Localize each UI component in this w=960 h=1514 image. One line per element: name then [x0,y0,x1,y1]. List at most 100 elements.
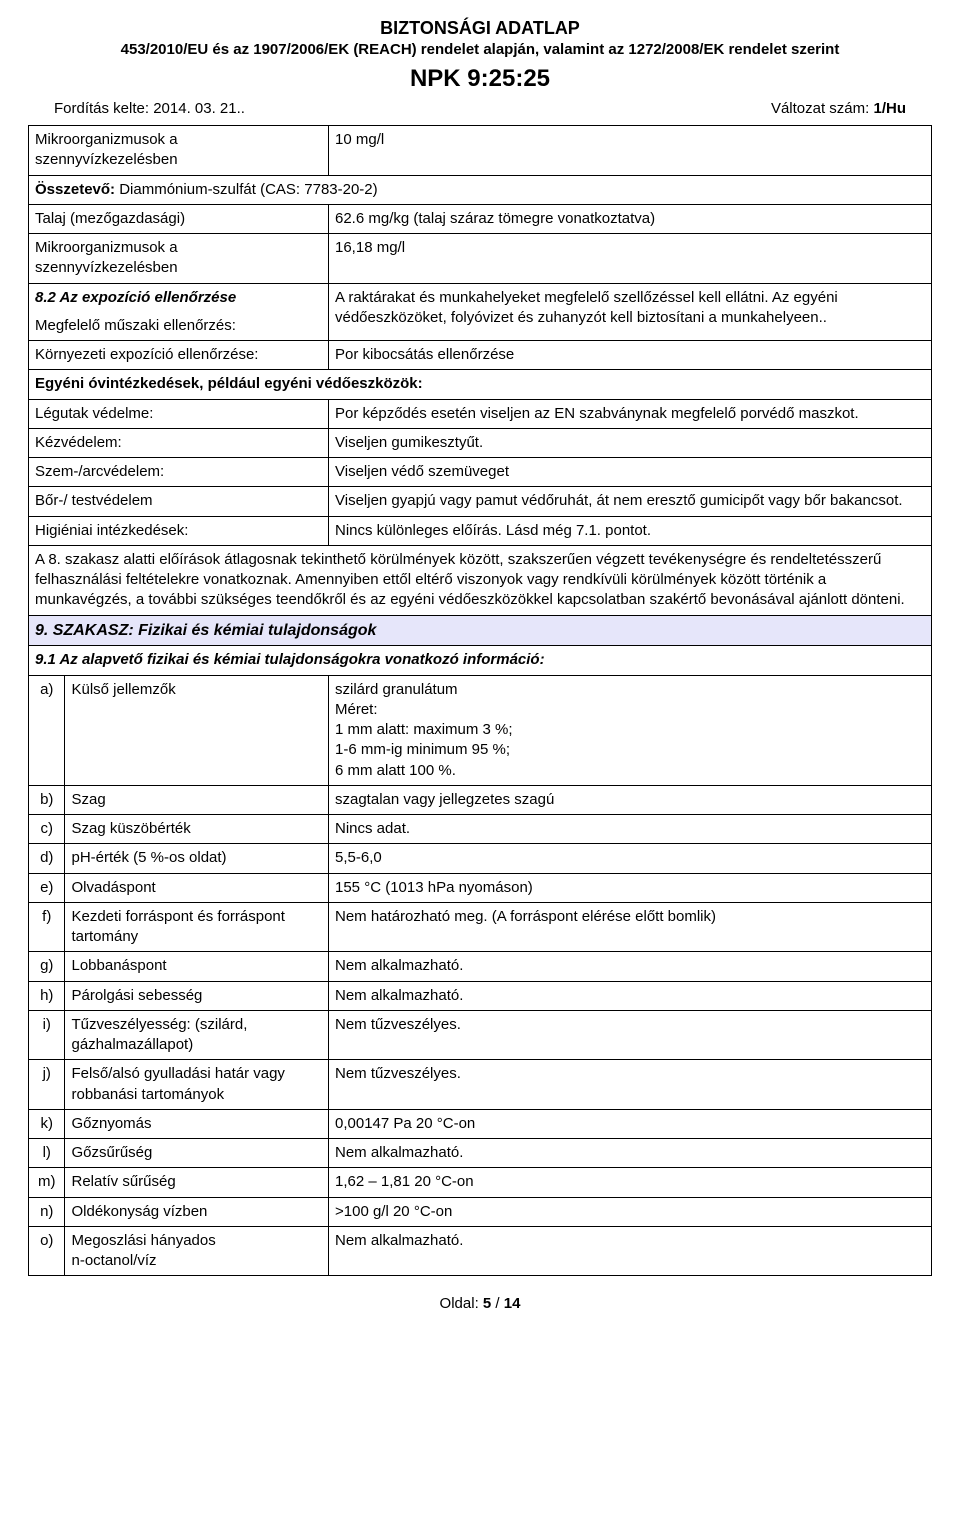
prop-label: Kezdeti forráspont és forráspont tartomá… [65,902,329,952]
section-9-title: 9. SZAKASZ: Fizikai és kémiai tulajdonsá… [29,615,932,646]
prop-key: j) [29,1060,65,1110]
prop-label: Oldékonyság vízben [65,1197,329,1226]
section-9-bar: 9. SZAKASZ: Fizikai és kémiai tulajdonsá… [29,615,932,646]
prop-label: Külső jellemzők [65,675,329,785]
cell-label: Mikroorganizmusok a szennyvízkezelésben [29,234,329,284]
prop-key: b) [29,785,65,814]
prop-key: c) [29,815,65,844]
prop-value: Nem határozható meg. (A forráspont eléré… [329,902,932,952]
cell-value: A raktárakat és munkahelyeket megfelelő … [329,283,932,341]
table-row: Mikroorganizmusok a szennyvízkezelésben … [29,234,932,284]
prop-key: l) [29,1139,65,1168]
ppe-subheading: Egyéni óvintézkedések, például egyéni vé… [29,370,932,399]
table-row: g) Lobbanáspont Nem alkalmazható. [29,952,932,981]
prop-value: 155 °C (1013 hPa nyomáson) [329,873,932,902]
table-row: Összetevő: Diammónium-szulfát (CAS: 7783… [29,175,932,204]
prop-label: pH-érték (5 %-os oldat) [65,844,329,873]
prop-label: Gőzsűrűség [65,1139,329,1168]
section-8-note: A 8. szakasz alatti előírások átlagosnak… [29,545,932,615]
table-row: Szem-/arcvédelem: Viseljen védő szemüveg… [29,458,932,487]
cell-label: Környezeti expozíció ellenőrzése: [29,341,329,370]
cell-value: Viseljen gumikesztyűt. [329,428,932,457]
prop-key: a) [29,675,65,785]
prop-value: 1,62 – 1,81 20 °C-on [329,1168,932,1197]
prop-value: Nem alkalmazható. [329,981,932,1010]
table-row: l) Gőzsűrűség Nem alkalmazható. [29,1139,932,1168]
prop-label: Olvadáspont [65,873,329,902]
doc-product: NPK 9:25:25 [28,63,932,95]
prop-key: o) [29,1226,65,1276]
section-9-1-heading: 9.1 Az alapvető fizikai és kémiai tulajd… [29,646,932,675]
prop-key: g) [29,952,65,981]
cell-value: Por kibocsátás ellenőrzése [329,341,932,370]
cell-value: Viseljen gyapjú vagy pamut védőruhát, át… [329,487,932,516]
prop-key: f) [29,902,65,952]
cell-label: Légutak védelme: [29,399,329,428]
prop-value: >100 g/l 20 °C-on [329,1197,932,1226]
cell-label: Megfelelő műszaki ellenőrzés: [29,312,329,341]
doc-title: BIZTONSÁGI ADATLAP [28,16,932,40]
table-row: Higiéniai intézkedések: Nincs különleges… [29,516,932,545]
doc-version: Változat szám: 1/Hu [771,99,906,119]
cell-label: Higiéniai intézkedések: [29,516,329,545]
doc-version-value: 1/Hu [873,100,906,117]
prop-value: szagtalan vagy jellegzetes szagú [329,785,932,814]
table-row: h) Párolgási sebesség Nem alkalmazható. [29,981,932,1010]
doc-regulation: 453/2010/EU és az 1907/2006/EK (REACH) r… [28,40,932,60]
table-row: m) Relatív sűrűség 1,62 – 1,81 20 °C-on [29,1168,932,1197]
table-row: j) Felső/alsó gyulladási határ vagy robb… [29,1060,932,1110]
table-row: 8.2 Az expozíció ellenőrzése A raktáraka… [29,283,932,312]
component-label: Összetevő: [35,181,115,198]
component-value: Diammónium-szulfát (CAS: 7783-20-2) [115,181,378,198]
prop-label: Tűzveszélyesség: (szilárd, gázhalmazálla… [65,1010,329,1060]
table-row: Környezeti expozíció ellenőrzése: Por ki… [29,341,932,370]
page-number: 5 [483,1295,491,1312]
prop-label: Gőznyomás [65,1109,329,1138]
table-row: 9.1 Az alapvető fizikai és kémiai tulajd… [29,646,932,675]
prop-value: szilárd granulátum Méret: 1 mm alatt: ma… [329,675,932,785]
prop-value: 0,00147 Pa 20 °C-on [329,1109,932,1138]
prop-value: 5,5-6,0 [329,844,932,873]
prop-label: Felső/alsó gyulladási határ vagy robbaná… [65,1060,329,1110]
cell-value: Nincs különleges előírás. Lásd még 7.1. … [329,516,932,545]
prop-value: Nincs adat. [329,815,932,844]
cell-label: Bőr-/ testvédelem [29,487,329,516]
prop-value: Nem tűzveszélyes. [329,1060,932,1110]
table-row: k) Gőznyomás 0,00147 Pa 20 °C-on [29,1109,932,1138]
main-table: Mikroorganizmusok a szennyvízkezelésben … [28,125,932,1276]
table-row: Bőr-/ testvédelem Viseljen gyapjú vagy p… [29,487,932,516]
table-row: i) Tűzveszélyesség: (szilárd, gázhalmazá… [29,1010,932,1060]
prop-value: Nem alkalmazható. [329,1226,932,1276]
section-8-2-heading-text: 8.2 Az expozíció ellenőrzése [35,289,236,306]
table-row: Légutak védelme: Por képződés esetén vis… [29,399,932,428]
table-row: b) Szag szagtalan vagy jellegzetes szagú [29,785,932,814]
cell-label: Mikroorganizmusok a szennyvízkezelésben [29,126,329,176]
prop-value: Nem tűzveszélyes. [329,1010,932,1060]
prop-key: n) [29,1197,65,1226]
cell-value: 62.6 mg/kg (talaj száraz tömegre vonatko… [329,204,932,233]
table-row: Egyéni óvintézkedések, például egyéni vé… [29,370,932,399]
cell-label: Talaj (mezőgazdasági) [29,204,329,233]
doc-header: BIZTONSÁGI ADATLAP 453/2010/EU és az 190… [28,16,932,95]
prop-value: Nem alkalmazható. [329,1139,932,1168]
prop-key: h) [29,981,65,1010]
prop-label: Párolgási sebesség [65,981,329,1010]
prop-label: Megoszlási hányados n-octanol/víz [65,1226,329,1276]
table-row: d) pH-érték (5 %-os oldat) 5,5-6,0 [29,844,932,873]
table-row: f) Kezdeti forráspont és forráspont tart… [29,902,932,952]
cell-value: 10 mg/l [329,126,932,176]
section-8-2-heading: 8.2 Az expozíció ellenőrzése [29,283,329,312]
prop-key: d) [29,844,65,873]
prop-label: Relatív sűrűség [65,1168,329,1197]
cell-label: Szem-/arcvédelem: [29,458,329,487]
prop-key: e) [29,873,65,902]
table-row: c) Szag küszöbérték Nincs adat. [29,815,932,844]
prop-label: Lobbanáspont [65,952,329,981]
prop-key: i) [29,1010,65,1060]
page-total: 14 [504,1295,521,1312]
table-row: Mikroorganizmusok a szennyvízkezelésben … [29,126,932,176]
prop-value: Nem alkalmazható. [329,952,932,981]
table-row: a) Külső jellemzők szilárd granulátum Mé… [29,675,932,785]
table-row: e) Olvadáspont 155 °C (1013 hPa nyomáson… [29,873,932,902]
cell-value: 16,18 mg/l [329,234,932,284]
